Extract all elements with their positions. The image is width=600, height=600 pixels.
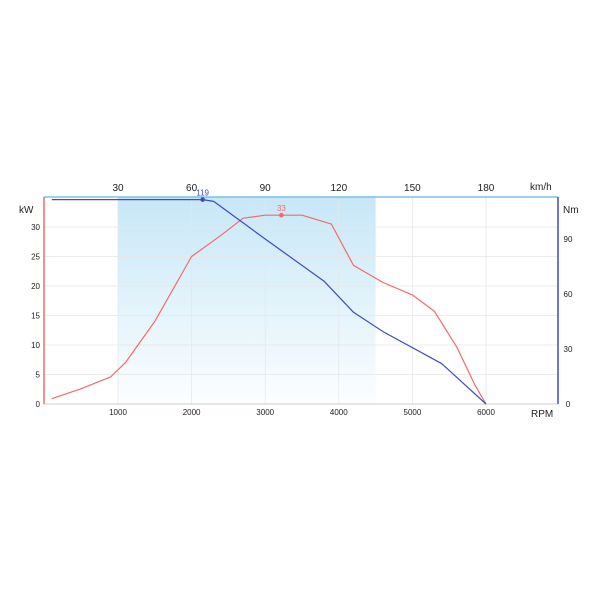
- x-tick-label: 5000: [404, 408, 422, 417]
- right-axis-unit: Nm: [563, 205, 579, 216]
- top-tick-label: 60: [186, 183, 198, 194]
- left-tick-label: 10: [31, 341, 40, 350]
- x-tick-label: 2000: [183, 408, 201, 417]
- left-tick-label: 0: [36, 400, 41, 409]
- x-tick-label: 3000: [256, 408, 274, 417]
- right-tick-label: 30: [564, 345, 573, 354]
- power-peak-label: 33: [277, 204, 286, 213]
- axes: [43, 196, 559, 405]
- top-tick-label: 30: [112, 183, 124, 194]
- left-tick-label: 30: [31, 223, 40, 232]
- right-tick-label: 0: [566, 400, 571, 409]
- top-tick-label: 90: [260, 183, 272, 194]
- top-axis-unit: km/h: [530, 182, 552, 193]
- power-peak-marker: [279, 212, 284, 218]
- series-lines: 33 119: [51, 189, 487, 405]
- torque-peak-label: 119: [196, 189, 209, 198]
- x-tick-label: 1000: [109, 408, 127, 417]
- left-tick-label: 5: [36, 371, 41, 380]
- right-tick-label: 90: [564, 235, 573, 244]
- top-tick-label: 120: [330, 183, 347, 194]
- left-tick-label: 20: [31, 282, 40, 291]
- left-tick-label: 25: [31, 253, 40, 262]
- top-tick-label: 180: [478, 183, 495, 194]
- x-tick-label: 6000: [477, 408, 495, 417]
- left-axis-unit: kW: [19, 205, 34, 216]
- bottom-axis-unit: RPM: [531, 409, 553, 420]
- torque-peak-marker: [200, 197, 205, 202]
- x-tick-label: 4000: [330, 408, 348, 417]
- torque-curve: [51, 199, 487, 405]
- left-tick-label: 15: [31, 312, 40, 321]
- top-tick-label: 150: [404, 183, 421, 194]
- highlight-band: [118, 197, 376, 404]
- grid-lines: [44, 197, 558, 404]
- right-tick-label: 60: [564, 290, 573, 299]
